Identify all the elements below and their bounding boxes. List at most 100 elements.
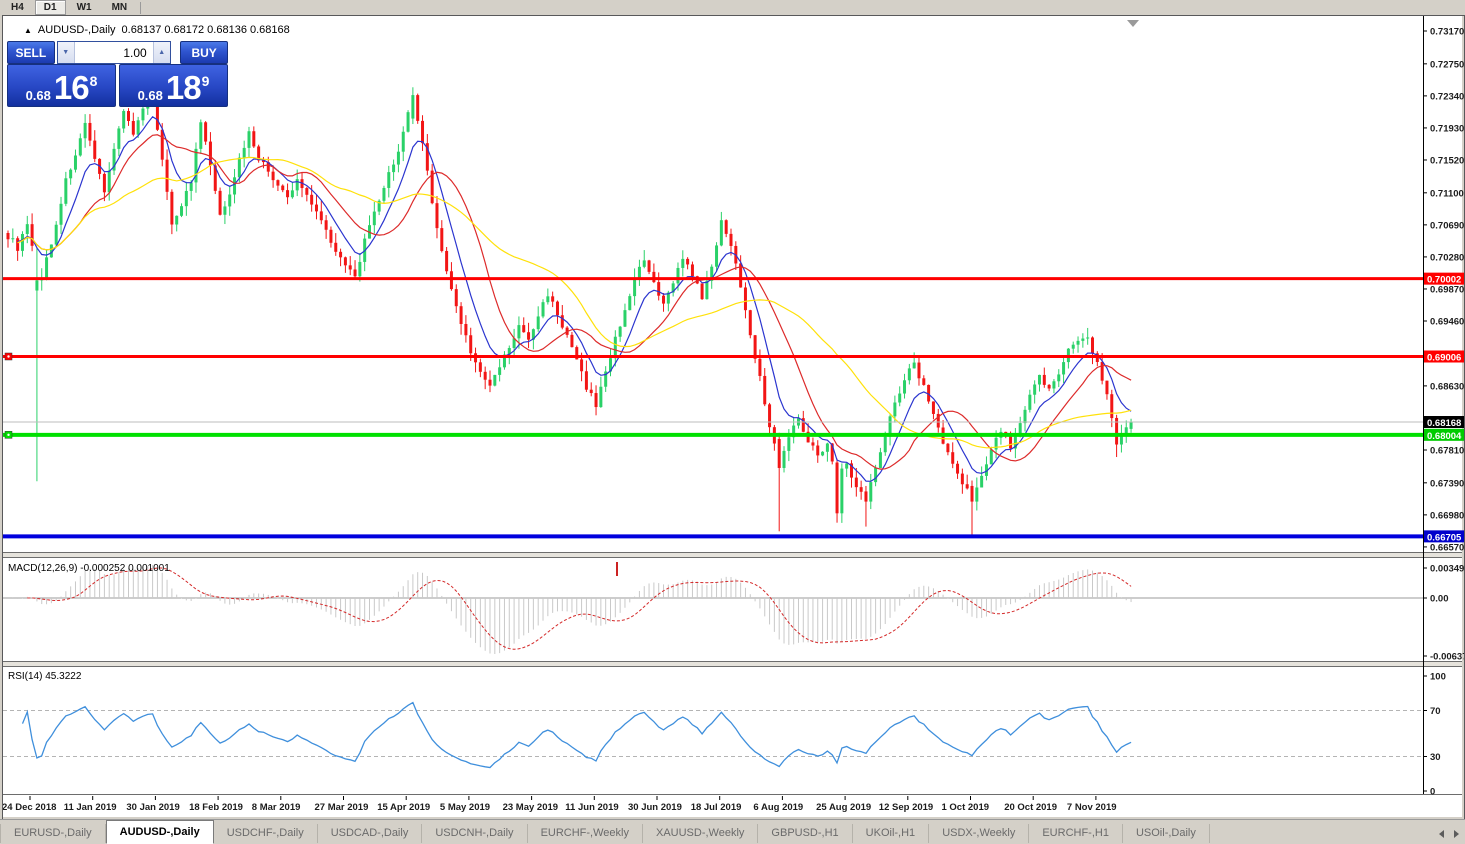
tab-eurchf-h1[interactable]: EURCHF-,H1 bbox=[1029, 824, 1123, 843]
candle-body bbox=[811, 442, 815, 446]
price-tick-label: 0.72750 bbox=[1430, 59, 1464, 70]
candle-body bbox=[189, 182, 193, 191]
candle-body bbox=[570, 334, 574, 348]
price-line-label-bg bbox=[1424, 350, 1464, 363]
candle-body bbox=[314, 204, 318, 212]
candle-body bbox=[93, 140, 97, 159]
ma-fast-line bbox=[17, 116, 1132, 482]
timeframe-h4-button[interactable]: H4 bbox=[11, 2, 24, 13]
candle-body bbox=[78, 138, 82, 156]
candle-body bbox=[1013, 436, 1017, 449]
candle-body bbox=[801, 418, 805, 432]
candle-body bbox=[180, 206, 184, 216]
candle-body bbox=[449, 271, 453, 290]
volume-field[interactable]: 1.00 bbox=[74, 42, 153, 63]
candle-body bbox=[117, 128, 121, 149]
tab-ukoil-h1[interactable]: UKOil-,H1 bbox=[853, 824, 930, 843]
rsi-axis-label: 0 bbox=[1430, 787, 1435, 798]
price-line-label: 0.68004 bbox=[1427, 431, 1462, 442]
tab-audusd-daily[interactable]: AUDUSD-,Daily bbox=[105, 820, 214, 844]
tab-gbpusd-h1[interactable]: GBPUSD-,H1 bbox=[758, 824, 853, 843]
candle-body bbox=[237, 157, 241, 178]
line-handle-dot bbox=[7, 433, 10, 437]
timeframe-d1-button[interactable]: D1 bbox=[34, 0, 66, 15]
candle-body bbox=[295, 179, 299, 191]
candle-body bbox=[594, 393, 598, 408]
candle-body bbox=[541, 302, 545, 317]
candle-body bbox=[613, 336, 617, 359]
candle-body bbox=[903, 380, 907, 394]
candle-body bbox=[647, 260, 651, 272]
candle-body bbox=[816, 445, 820, 456]
candle-body bbox=[83, 122, 87, 139]
tab-usdchf-daily[interactable]: USDCHF-,Daily bbox=[214, 824, 318, 843]
tab-eurusd-daily[interactable]: EURUSD-,Daily bbox=[0, 824, 106, 843]
panel-splitter[interactable] bbox=[3, 662, 1462, 666]
candle-body bbox=[575, 347, 579, 360]
price-line-label: 0.68168 bbox=[1427, 418, 1461, 429]
candle-body bbox=[1119, 433, 1123, 445]
panel-splitter[interactable] bbox=[3, 553, 1462, 557]
ask-price-box[interactable]: 0.68 18 9 bbox=[119, 64, 228, 107]
candle-body bbox=[1110, 394, 1114, 419]
candle-body bbox=[127, 111, 130, 121]
tab-usdcnh-daily[interactable]: USDCNH-,Daily bbox=[422, 824, 528, 843]
price-tick-label: 0.72340 bbox=[1430, 91, 1464, 102]
candle-body bbox=[912, 362, 916, 369]
candle-body bbox=[893, 402, 897, 417]
timeframe-mn-button[interactable]: MN bbox=[111, 2, 128, 13]
candle-body bbox=[25, 224, 29, 234]
candle-body bbox=[927, 384, 931, 402]
candle-body bbox=[131, 120, 135, 135]
sell-button[interactable]: SELL bbox=[7, 41, 55, 64]
candle-body bbox=[69, 169, 73, 179]
candle-body bbox=[975, 487, 979, 502]
candle-body bbox=[1042, 374, 1046, 385]
tab-usdcad-daily[interactable]: USDCAD-,Daily bbox=[318, 824, 423, 843]
candle-body bbox=[112, 148, 116, 171]
date-tick-label: 1 Oct 2019 bbox=[942, 802, 990, 813]
candle-body bbox=[1018, 423, 1022, 437]
candle-body bbox=[512, 338, 516, 349]
rsi-line bbox=[21, 701, 1132, 769]
candle-body bbox=[777, 439, 781, 468]
candle-body bbox=[416, 95, 420, 121]
tab-eurchf-weekly[interactable]: EURCHF-,Weekly bbox=[528, 824, 643, 843]
candle-body bbox=[102, 173, 106, 193]
macd-indicator-title: MACD(12,26,9) -0.000252 0.001001 bbox=[8, 563, 170, 574]
volume-decrease-button[interactable]: ▼ bbox=[57, 42, 75, 63]
date-tick-label: 24 Dec 2018 bbox=[2, 802, 56, 813]
candle-body bbox=[286, 190, 290, 198]
price-line-label: 0.70002 bbox=[1427, 275, 1461, 286]
candle-body bbox=[1062, 362, 1066, 375]
candle-body bbox=[208, 141, 212, 166]
ask-price-prefix: 0.68 bbox=[137, 88, 163, 103]
tab-scroll-right-icon[interactable] bbox=[1454, 830, 1459, 838]
tab-xauusd-weekly[interactable]: XAUUSD-,Weekly bbox=[643, 824, 759, 843]
candle-body bbox=[700, 283, 704, 300]
candle-body bbox=[281, 185, 285, 191]
buy-button[interactable]: BUY bbox=[180, 41, 228, 64]
candle-body bbox=[970, 485, 974, 502]
candle-body bbox=[956, 463, 960, 474]
candle-body bbox=[686, 258, 690, 265]
candle-body bbox=[960, 473, 964, 485]
candle-body bbox=[266, 162, 270, 172]
candle-body bbox=[319, 211, 323, 221]
candle-body bbox=[204, 122, 208, 142]
volume-increase-button[interactable]: ▲ bbox=[152, 42, 170, 63]
bid-price-box[interactable]: 0.68 16 8 bbox=[7, 64, 116, 107]
timeframe-w1-button[interactable]: W1 bbox=[76, 2, 92, 13]
candle-body bbox=[1047, 384, 1051, 389]
tab-scroll-left-icon[interactable] bbox=[1439, 830, 1444, 838]
candle-body bbox=[184, 190, 188, 207]
date-tick-label: 23 May 2019 bbox=[503, 802, 558, 813]
tab-usoil-daily[interactable]: USOil-,Daily bbox=[1123, 824, 1210, 843]
date-tick-label: 11 Jan 2019 bbox=[64, 802, 117, 813]
tab-usdx-weekly[interactable]: USDX-,Weekly bbox=[929, 824, 1030, 843]
candle-body bbox=[247, 131, 251, 148]
candle-body bbox=[758, 358, 762, 376]
candle-body bbox=[657, 282, 661, 296]
price-tick-label: 0.69460 bbox=[1430, 317, 1464, 328]
